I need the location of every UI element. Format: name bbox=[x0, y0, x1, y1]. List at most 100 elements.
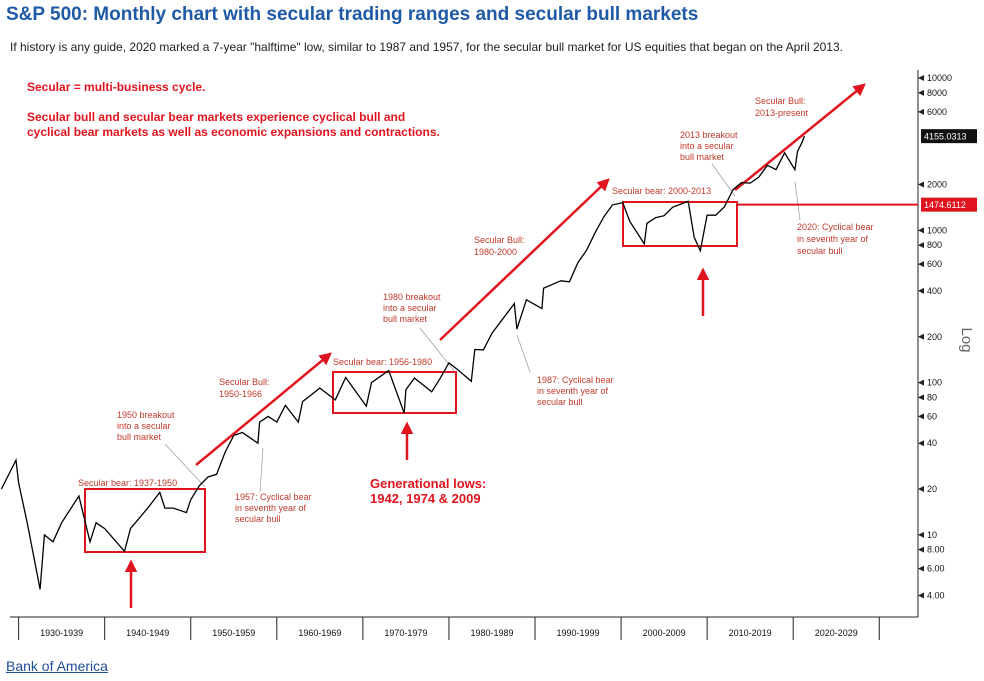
annotation: Generational lows: bbox=[370, 476, 486, 491]
y-tick bbox=[918, 546, 924, 553]
annotation: 1980 breakout bbox=[383, 292, 441, 302]
annotation: Secular = multi-business cycle. bbox=[27, 80, 205, 94]
y-tick bbox=[918, 75, 924, 82]
annotation: Secular bear: 1937-1950 bbox=[78, 478, 177, 488]
annotation: Secular Bull: bbox=[755, 96, 806, 106]
y-tick bbox=[918, 181, 924, 188]
y-tick-label: 4.00 bbox=[927, 590, 945, 600]
annotation: in seventh year of bbox=[235, 503, 307, 513]
annotation: Secular bear: 2000-2013 bbox=[612, 186, 711, 196]
y-tick-label: 200 bbox=[927, 332, 942, 342]
reference-label-bg bbox=[921, 197, 977, 212]
y-tick bbox=[918, 379, 924, 386]
annotation: Secular Bull: bbox=[219, 377, 270, 387]
x-tick-label: 1970-1979 bbox=[384, 628, 427, 638]
annotation: secular bull bbox=[235, 514, 281, 524]
annotation: 1950 breakout bbox=[117, 410, 175, 420]
annotation: bull market bbox=[680, 152, 725, 162]
annotation: Secular Bull: bbox=[474, 235, 525, 245]
y-tick-label: 800 bbox=[927, 240, 942, 250]
y-tick-label: 6000 bbox=[927, 107, 947, 117]
y-tick-label: 8.00 bbox=[927, 545, 945, 555]
y-tick-label: 8000 bbox=[927, 88, 947, 98]
annotation: 2020: Cyclical bear bbox=[797, 222, 874, 232]
last-value-label: 4155.0313 bbox=[924, 132, 967, 142]
pointer bbox=[419, 327, 456, 373]
x-tick-label: 2020-2029 bbox=[815, 628, 858, 638]
x-tick-label: 1930-1939 bbox=[40, 628, 83, 638]
y-tick bbox=[918, 242, 924, 249]
y-tick-label: 60 bbox=[927, 411, 937, 421]
annotation: 1950-1966 bbox=[219, 389, 262, 399]
source-link[interactable]: Bank of America bbox=[6, 658, 108, 674]
y-tick bbox=[918, 333, 924, 340]
pointer bbox=[516, 334, 531, 373]
annotation: in seventh year of bbox=[797, 234, 869, 244]
annotation: 1942, 1974 & 2009 bbox=[370, 491, 481, 506]
pointer bbox=[164, 443, 206, 488]
y-tick-label: 2000 bbox=[927, 179, 947, 189]
annotation: secular bull bbox=[797, 246, 843, 256]
annotation: into a secular bbox=[117, 421, 171, 431]
x-tick-label: 2010-2019 bbox=[729, 628, 772, 638]
y-tick bbox=[918, 227, 924, 234]
box bbox=[84, 488, 206, 553]
box bbox=[332, 371, 457, 414]
x-tick-label: 1940-1949 bbox=[126, 628, 169, 638]
x-tick-label: 1980-1989 bbox=[470, 628, 513, 638]
y-tick-label: 400 bbox=[927, 286, 942, 296]
chart-subtitle: If history is any guide, 2020 marked a 7… bbox=[10, 40, 843, 54]
annotation: 1987: Cyclical bear bbox=[537, 375, 614, 385]
y-tick-label: 80 bbox=[927, 392, 937, 402]
arrow bbox=[734, 83, 866, 191]
y-tick bbox=[918, 413, 924, 420]
y-tick bbox=[918, 531, 924, 538]
pointer bbox=[711, 163, 736, 197]
last-value-bg bbox=[921, 129, 977, 144]
y-tick bbox=[918, 486, 924, 493]
arrows bbox=[124, 83, 866, 608]
reference-label: 1474.6112 bbox=[924, 200, 966, 210]
y-tick bbox=[918, 108, 924, 115]
annotation: bull market bbox=[117, 432, 162, 442]
annotation: bull market bbox=[383, 314, 428, 324]
x-tick-label: 1960-1969 bbox=[298, 628, 341, 638]
x-tick-label: 2000-2009 bbox=[643, 628, 686, 638]
chart-title: S&P 500: Monthly chart with secular trad… bbox=[6, 4, 699, 25]
y-tick bbox=[918, 565, 924, 572]
annotation: secular bull bbox=[537, 397, 583, 407]
y-tick-label: 10000 bbox=[927, 73, 952, 83]
price-line bbox=[0, 135, 806, 590]
arrow bbox=[439, 178, 610, 341]
y-tick bbox=[918, 394, 924, 401]
x-tick-label: 1950-1959 bbox=[212, 628, 255, 638]
annotation: 1957: Cyclical bear bbox=[235, 492, 312, 502]
annotation: 2013-present bbox=[755, 108, 809, 118]
annotation: Secular bear: 1956-1980 bbox=[333, 357, 432, 367]
y-tick bbox=[918, 440, 924, 447]
y-tick bbox=[918, 261, 924, 268]
annotation: into a secular bbox=[383, 303, 437, 313]
y-tick-label: 10 bbox=[927, 530, 937, 540]
y-tick-label: 100 bbox=[927, 378, 942, 388]
annotation: into a secular bbox=[680, 141, 734, 151]
annotation: Secular bull and secular bear markets ex… bbox=[27, 110, 405, 124]
y-tick bbox=[918, 89, 924, 96]
pointer bbox=[259, 447, 264, 493]
x-tick-label: 1990-1999 bbox=[557, 628, 600, 638]
pointers bbox=[164, 163, 801, 493]
y-tick-label: 600 bbox=[927, 259, 942, 269]
y-tick-label: 6.00 bbox=[927, 564, 945, 574]
y-axis-label: Log bbox=[958, 327, 975, 352]
box bbox=[622, 201, 738, 247]
y-tick bbox=[918, 287, 924, 294]
annotation: in seventh year of bbox=[537, 386, 609, 396]
y-tick bbox=[918, 592, 924, 599]
annotation: 1980-2000 bbox=[474, 247, 517, 257]
y-tick-label: 1000 bbox=[927, 225, 947, 235]
y-tick-label: 40 bbox=[927, 438, 937, 448]
y-tick-label: 20 bbox=[927, 484, 937, 494]
annotation: 2013 breakout bbox=[680, 130, 738, 140]
